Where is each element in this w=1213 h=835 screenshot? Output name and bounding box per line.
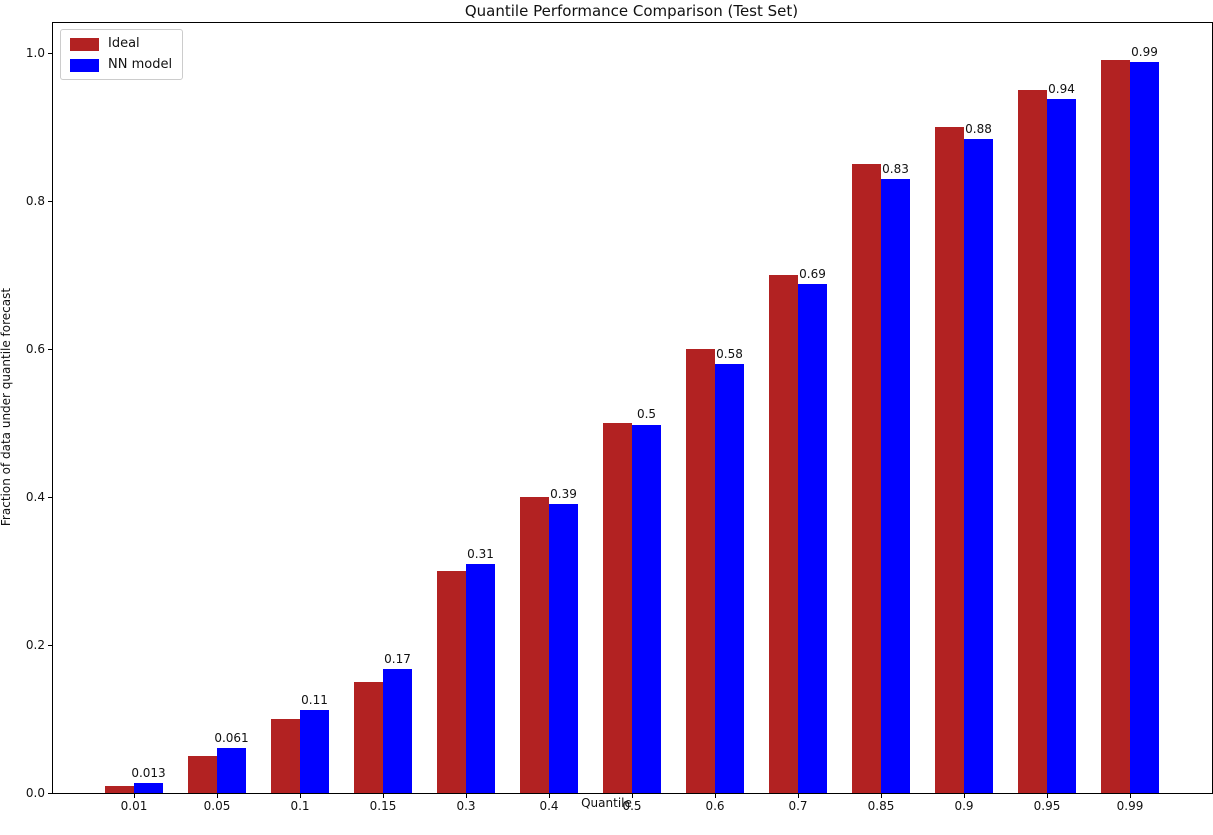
bar-nn-model: [1047, 98, 1076, 793]
bar-nn-model: [798, 283, 827, 793]
x-tick: [549, 794, 550, 798]
y-tick: [48, 200, 52, 202]
bar-ideal: [1018, 90, 1047, 793]
x-tick-label: 0.4: [539, 799, 559, 813]
x-tick: [881, 794, 882, 798]
x-tick-label: 0.9: [954, 799, 974, 813]
x-tick-label: 0.01: [120, 799, 148, 813]
y-tick: [48, 348, 52, 350]
bar-ideal: [769, 275, 798, 793]
x-tick-label: 0.1: [290, 799, 310, 813]
bar-ideal: [188, 756, 217, 793]
x-tick: [466, 794, 467, 798]
bar-ideal: [437, 571, 466, 793]
y-tick: [48, 644, 52, 646]
legend-entry-ideal: Ideal: [70, 37, 172, 51]
y-tick: [48, 52, 52, 54]
x-tick: [1047, 794, 1048, 798]
bar-ideal: [520, 497, 549, 793]
y-tick-label: 0.6: [25, 342, 45, 356]
x-tick-label: 0.6: [705, 799, 725, 813]
bar-value-label: 0.99: [1131, 44, 1158, 59]
bar-nn-model: [466, 563, 495, 793]
x-tick: [1130, 794, 1131, 798]
x-tick-label: 0.99: [1116, 799, 1144, 813]
x-tick-label: 0.3: [456, 799, 476, 813]
bar-ideal: [852, 164, 881, 793]
bar-nn-model: [632, 424, 661, 793]
bar-value-label: 0.5: [636, 407, 657, 422]
bar-value-label: 0.31: [467, 546, 494, 561]
y-tick-label: 0.4: [25, 490, 45, 504]
y-tick: [48, 792, 52, 794]
x-tick: [632, 794, 633, 798]
chart-title: Quantile Performance Comparison (Test Se…: [464, 2, 799, 20]
y-tick: [48, 496, 52, 498]
x-tick: [798, 794, 799, 798]
bar-ideal: [603, 423, 632, 793]
x-tick: [217, 794, 218, 798]
legend: Ideal NN model: [60, 29, 184, 80]
bar-value-label: 0.061: [214, 730, 249, 745]
plot-area: Ideal NN model 0.0 0.2 0.4 0.6 0.8 1.0 0.01 0.05…: [26, 22, 1213, 813]
x-tick-label: 0.85: [867, 799, 895, 813]
bar-value-label: 0.17: [384, 651, 411, 666]
x-tick-label: 0.7: [788, 799, 808, 813]
y-tick-label: 1.0: [25, 46, 45, 60]
legend-label-ideal: Ideal: [108, 36, 140, 51]
x-tick: [715, 794, 716, 798]
y-axis-label: Fraction of data under quantile forecast: [0, 287, 13, 527]
bar-value-label: 0.69: [799, 266, 826, 281]
bar-value-label: 0.94: [1048, 81, 1075, 96]
bar-nn-model: [549, 503, 578, 793]
bar-ideal: [1101, 60, 1130, 793]
bar-value-label: 0.11: [301, 693, 328, 708]
bar-nn-model: [881, 178, 910, 793]
bar-nn-model: [134, 783, 163, 793]
bar-value-label: 0.013: [131, 766, 166, 781]
legend-swatch-ideal: [70, 37, 99, 51]
y-tick-label: 0.2: [25, 638, 45, 652]
y-tick-label: 0.0: [25, 786, 45, 800]
x-tick: [964, 794, 965, 798]
x-tick: [300, 794, 301, 798]
bar-nn-model: [964, 138, 993, 793]
y-tick-label: 0.8: [25, 194, 45, 208]
bar-nn-model: [217, 747, 246, 793]
legend-label-nn-model: NN model: [108, 57, 173, 72]
x-tick-label: 0.95: [1033, 799, 1061, 813]
legend-swatch-nn-model: [70, 58, 99, 72]
bar-ideal: [271, 719, 300, 793]
bar-nn-model: [383, 668, 412, 793]
bar-ideal: [105, 785, 134, 793]
legend-entry-nn-model: NN model: [70, 58, 172, 72]
x-tick-label: 0.05: [203, 799, 231, 813]
bar-value-label: 0.83: [882, 161, 909, 176]
bar-ideal: [686, 349, 715, 793]
bar-nn-model: [1130, 61, 1159, 793]
bar-ideal: [935, 127, 964, 793]
x-tick-label: 0.5: [622, 799, 642, 813]
x-tick-label: 0.15: [369, 799, 397, 813]
x-tick: [383, 794, 384, 798]
x-axis-label: Quantile: [581, 796, 632, 810]
bar-nn-model: [715, 363, 744, 793]
bar-value-label: 0.88: [965, 121, 992, 136]
bar-nn-model: [300, 710, 329, 793]
bar-ideal: [354, 682, 383, 793]
x-tick: [134, 794, 135, 798]
bar-value-label: 0.39: [550, 486, 577, 501]
bar-value-label: 0.58: [716, 346, 743, 361]
